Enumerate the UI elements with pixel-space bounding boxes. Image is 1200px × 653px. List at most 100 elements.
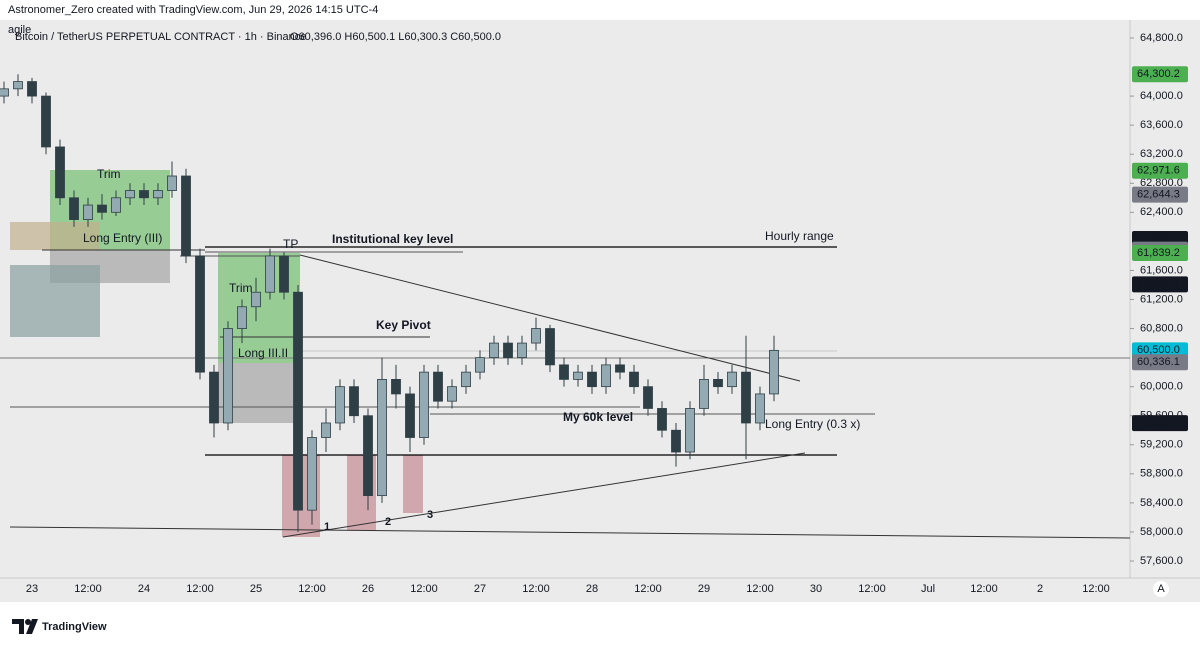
- y-tick-label: 58,400.0: [1140, 497, 1183, 509]
- x-tick-label: 12:00: [74, 583, 102, 595]
- price-tag-label: 64,300.2: [1137, 68, 1180, 80]
- candle-body: [153, 190, 163, 199]
- y-tick-label: 64,800.0: [1140, 32, 1183, 44]
- y-tick-label: 58,800.0: [1140, 468, 1183, 480]
- candle-body: [475, 357, 485, 373]
- x-tick-label: 27: [474, 583, 486, 595]
- candle-body: [531, 328, 541, 344]
- x-tick-label: 12:00: [410, 583, 438, 595]
- y-tick-label: 57,600.0: [1140, 555, 1183, 567]
- annotation: 1: [324, 521, 330, 533]
- x-tick-label: 25: [250, 583, 262, 595]
- price-tag: [1132, 66, 1188, 83]
- x-tick-label: 2: [1037, 583, 1043, 595]
- candle-body: [195, 255, 205, 373]
- auto-label[interactable]: A: [1157, 583, 1165, 595]
- candle-body: [629, 371, 639, 388]
- trendline: [299, 254, 801, 382]
- candle-body: [405, 393, 415, 438]
- candle-body: [111, 197, 121, 213]
- candle-body: [447, 386, 457, 402]
- trendline: [9, 526, 1131, 539]
- x-tick-label: 28: [586, 583, 598, 595]
- candle-body: [545, 328, 555, 366]
- candle-body: [97, 204, 107, 213]
- trendline: [282, 452, 806, 538]
- annotation: My 60k level: [563, 410, 633, 424]
- candle-body: [391, 378, 401, 395]
- price-tag: [1132, 186, 1188, 203]
- attribution: Astronomer_Zero created with TradingView…: [8, 4, 378, 16]
- candle-body: [489, 342, 499, 359]
- y-tick-label: 61,600.0: [1140, 264, 1183, 276]
- candle-body: [671, 429, 681, 453]
- zone: [403, 455, 423, 513]
- candle-body: [41, 95, 51, 148]
- candle-body: [293, 291, 303, 511]
- logo-text: TradingView: [42, 621, 107, 633]
- zone: [10, 222, 100, 250]
- x-tick-label: 12:00: [1082, 583, 1110, 595]
- candle-body: [755, 393, 765, 424]
- x-tick-label: Jul: [921, 583, 935, 595]
- y-tick-label: 61,200.0: [1140, 293, 1183, 305]
- x-tick-label: 12:00: [298, 583, 326, 595]
- price-tag-label: 59,497.2: [1137, 417, 1180, 429]
- candle-body: [643, 386, 653, 409]
- candle-body: [265, 255, 275, 293]
- candle-body: [685, 408, 695, 453]
- candle-body: [517, 342, 527, 359]
- y-tick-label: 63,600.0: [1140, 119, 1183, 131]
- candle-body: [69, 197, 79, 220]
- x-tick-label: 23: [26, 583, 38, 595]
- auto-button[interactable]: [1153, 581, 1169, 597]
- x-tick-label: 12:00: [634, 583, 662, 595]
- price-tag-label: 61,839.2: [1137, 247, 1180, 259]
- price-tag-label: 62,971.6: [1137, 165, 1180, 177]
- candle-body: [699, 378, 709, 409]
- candle-body: [321, 422, 331, 438]
- symbol: Bitcoin / TetherUS PERPETUAL CONTRACT · …: [15, 31, 306, 43]
- candle-body: [307, 437, 317, 511]
- price-tag: [1132, 354, 1188, 371]
- chart-area: [0, 20, 1200, 602]
- y-tick-label: 62,800.0: [1140, 177, 1183, 189]
- candle-body: [83, 204, 93, 220]
- y-tick-label: 64,000.0: [1140, 90, 1183, 102]
- candle-body: [461, 371, 471, 388]
- y-tick-label: 58,000.0: [1140, 526, 1183, 538]
- candle-body: [349, 386, 359, 417]
- y-tick-label: 60,800.0: [1140, 322, 1183, 334]
- candle-body: [433, 371, 443, 402]
- x-tick-label: 12:00: [746, 583, 774, 595]
- candle-body: [601, 364, 611, 388]
- candle-body: [237, 306, 247, 329]
- candle-body: [769, 349, 779, 395]
- price-tag-label: 60,500.0: [1137, 344, 1180, 356]
- candle-body: [279, 255, 289, 293]
- candle-body: [139, 190, 149, 199]
- candle-body: [713, 378, 723, 388]
- price-tag: [1132, 276, 1188, 293]
- price-tag-label: 60,336.1: [1137, 356, 1180, 368]
- candle-body: [741, 371, 751, 424]
- y-tick-label: 60,000.0: [1140, 381, 1183, 393]
- logo-icon: [12, 619, 38, 634]
- candle-body: [209, 371, 219, 424]
- candle-body: [251, 291, 261, 308]
- title-fragment: agile: [8, 24, 31, 36]
- y-tick-label: 59,200.0: [1140, 439, 1183, 451]
- x-tick-label: 12:00: [186, 583, 214, 595]
- annotation: Long Entry (0.3 x): [765, 417, 860, 431]
- candle-body: [657, 408, 667, 431]
- ohlc: O60,396.0 H60,500.1 L60,300.3 C60,500.0: [290, 31, 501, 43]
- annotation: Long Entry (III): [83, 231, 162, 245]
- annotation: Hourly range: [765, 229, 834, 243]
- x-tick-label: 26: [362, 583, 374, 595]
- candle-body: [335, 386, 345, 424]
- candle-body: [503, 342, 513, 359]
- zone: [10, 265, 100, 337]
- candle-body: [0, 88, 9, 97]
- annotation: TP: [283, 237, 298, 251]
- candle-body: [27, 81, 37, 97]
